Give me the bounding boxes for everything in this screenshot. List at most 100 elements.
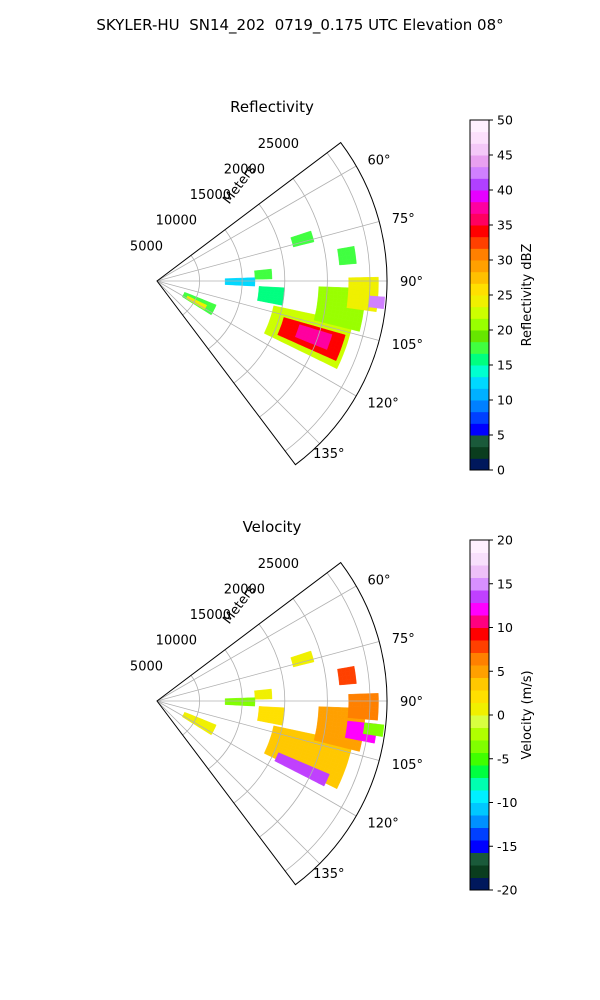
colorbar-tick-label: 20 [497,323,513,338]
echo-cell [379,305,385,310]
echo-cell [333,286,339,292]
colorbar-segment [470,590,489,603]
azimuth-gridline [156,165,357,282]
reflectivity-panel: Reflectivity500010000150002000025000Mete… [130,98,535,478]
echo-cell [375,693,379,699]
colorbar-segment [470,458,489,471]
echo-cell [224,698,230,701]
echo-cell [355,714,360,719]
colorbar-segment [470,295,489,308]
echo-cell [251,281,256,284]
colorbar-segment [470,640,489,653]
echo-cell [264,300,270,303]
echo-cell [373,308,377,313]
echo-layer [182,650,385,790]
range-ring [259,178,328,418]
colorbar-segment [470,665,489,678]
echo-cell [347,714,353,719]
colorbar-segment [470,166,489,179]
azimuth-tick-label: 120° [367,817,398,832]
echo-cell [371,285,376,292]
echo-cell [342,263,348,265]
colorbar-segment [470,790,489,803]
echo-cell [341,707,346,712]
azimuth-gridline [156,280,380,341]
colorbar-segment [470,376,489,389]
echo-cell [342,255,347,261]
range-ring [182,675,200,736]
colorbar-tick-label: 35 [497,218,513,233]
echo-cell [321,289,327,295]
colorbar-segment [470,201,489,214]
echo-cell [353,678,357,684]
echo-cell [269,691,273,695]
echo-cell [376,296,382,302]
echo-cell [348,281,353,287]
colorbar-tick-label: 5 [497,428,505,443]
echo-cell [352,250,356,255]
echo-cell [372,300,377,306]
echo-cell [258,694,263,697]
azimuth-tick-label: 60° [367,154,390,169]
azimuth-gridline [156,700,320,864]
range-ring [182,255,200,316]
echo-cell [329,294,334,299]
echo-cell [350,258,355,264]
echo-cell [311,240,315,243]
echo-cell [232,284,237,286]
azimuth-gridline [156,641,380,702]
echo-cell [353,258,357,264]
echo-cell [352,285,357,291]
colorbar-tick-label: 50 [497,113,513,128]
echo-cell [345,250,351,257]
echo-cell [363,710,368,716]
colorbar-tick-label: 0 [497,708,505,723]
colorbar-label: Reflectivity dBZ [520,244,535,347]
echo-cell [375,702,379,708]
colorbar-segment [470,740,489,753]
colorbar-segment [470,777,489,791]
echo-cell [359,697,365,703]
echo-cell [333,290,338,296]
echo-cell [318,289,323,294]
echo-cell [354,302,360,308]
echo-cell [381,734,384,737]
echo-cell [369,308,374,312]
colorbar-segment [470,318,489,331]
echo-cell [254,696,260,700]
echo-cell [358,302,364,308]
echo-cell [318,706,323,711]
echo-cell [262,276,267,280]
echo-cell [371,723,377,729]
echo-cell [321,713,327,718]
echo-cell [266,278,271,280]
echo-cell [262,698,267,700]
radial-tick-label: 15000 [190,188,231,203]
echo-cell [265,693,271,697]
range-ring [208,649,243,770]
echo-cell [371,281,376,287]
echo-cell [375,286,379,292]
echo-cell [347,710,353,715]
echo-cell [266,698,271,700]
range-ring [208,229,243,350]
echo-cell [346,301,352,307]
sector-frame [156,141,388,466]
colorbar-tick-label: 10 [497,393,513,408]
echo-cell [340,298,346,304]
echo-cell [254,276,260,280]
colorbar-segment [470,411,489,424]
colorbar-segment [470,306,489,319]
echo-cell [317,293,323,298]
radial-tick-label: 25000 [258,557,299,572]
echo-cell [247,703,253,706]
echo-cell [354,298,360,304]
echo-cell [356,281,361,287]
echo-cell [202,308,205,310]
colorbar-segment [470,225,489,238]
radial-tick-label: 25000 [258,137,299,152]
echo-cell [329,710,335,715]
range-ring [233,623,286,804]
echo-cell [347,289,353,295]
echo-cell [336,714,342,720]
